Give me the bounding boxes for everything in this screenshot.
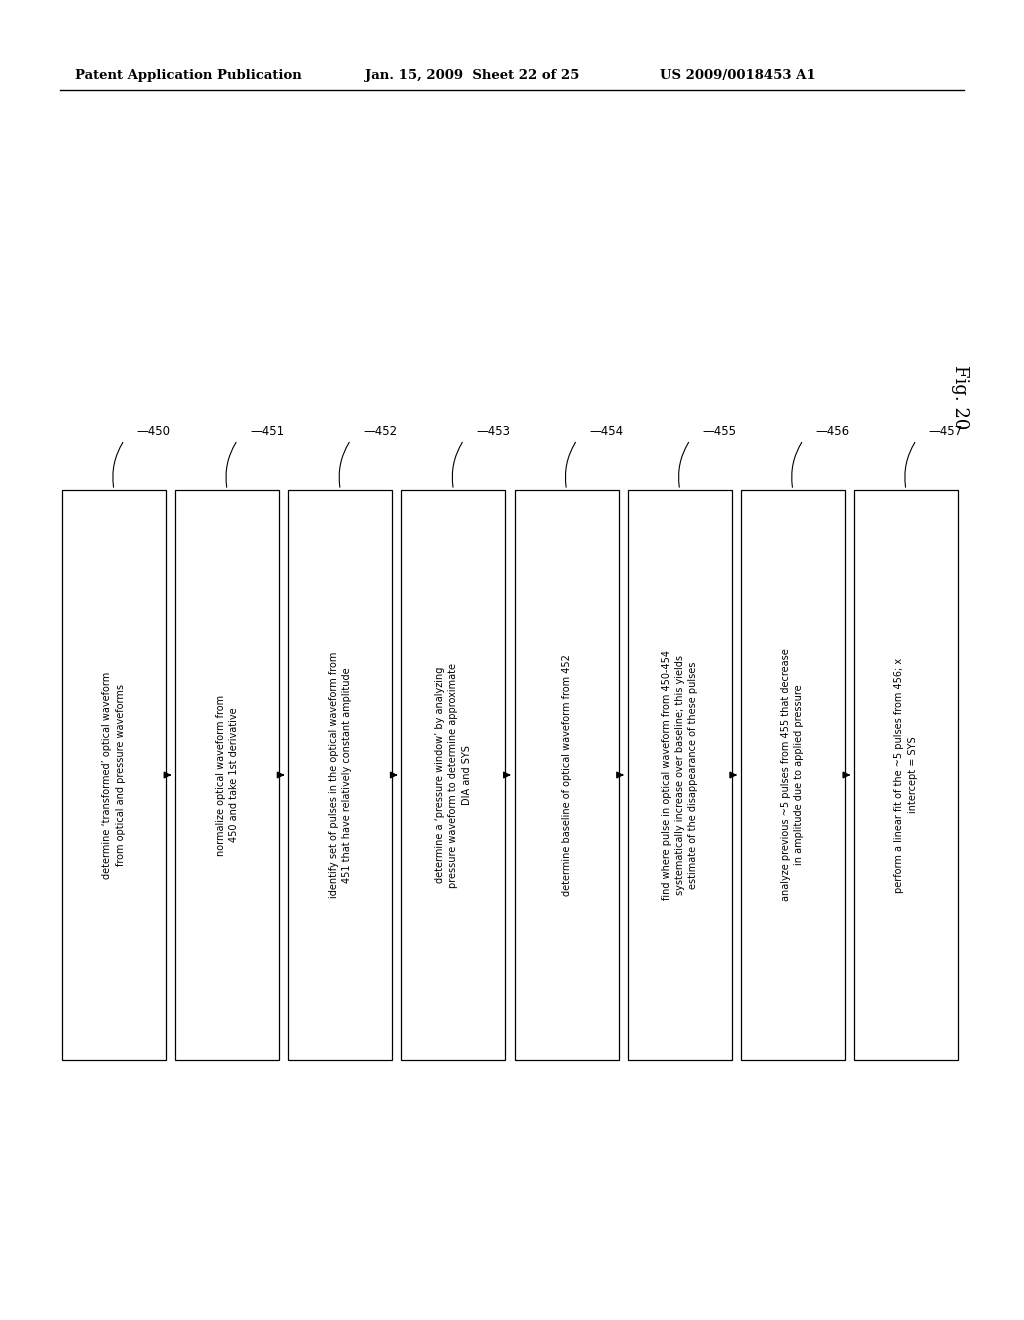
Bar xyxy=(289,490,392,1060)
Text: —455: —455 xyxy=(702,425,736,438)
Text: Fig. 20: Fig. 20 xyxy=(951,366,969,429)
Text: —450: —450 xyxy=(137,425,171,438)
Text: normalize optical waveform from
450 and take 1st derivative: normalize optical waveform from 450 and … xyxy=(215,694,239,855)
Bar xyxy=(175,490,280,1060)
Text: —453: —453 xyxy=(476,425,510,438)
Text: —451: —451 xyxy=(250,425,284,438)
Text: US 2009/0018453 A1: US 2009/0018453 A1 xyxy=(660,69,816,82)
Text: Patent Application Publication: Patent Application Publication xyxy=(75,69,302,82)
Text: analyze previous ~5 pulses from 455 that decrease
in amplitude due to applied pr: analyze previous ~5 pulses from 455 that… xyxy=(781,648,805,902)
Text: —452: —452 xyxy=(364,425,397,438)
Text: identify set of pulses in the optical waveform from
451 that have relatively con: identify set of pulses in the optical wa… xyxy=(329,652,352,898)
Text: determine ‘transformed’ optical waveform
from optical and pressure waveforms: determine ‘transformed’ optical waveform… xyxy=(102,672,126,879)
Text: —454: —454 xyxy=(590,425,624,438)
Text: perform a linear fit of the ~5 pulses from 456; x
intercept = SYS: perform a linear fit of the ~5 pulses fr… xyxy=(894,657,918,892)
Bar xyxy=(401,490,506,1060)
Bar xyxy=(740,490,845,1060)
Text: Jan. 15, 2009  Sheet 22 of 25: Jan. 15, 2009 Sheet 22 of 25 xyxy=(365,69,580,82)
Bar xyxy=(628,490,732,1060)
Text: determine a ‘pressure window’ by analyzing
pressure waveform to determine approx: determine a ‘pressure window’ by analyzi… xyxy=(435,663,472,887)
Text: find where pulse in optical waveform from 450-454
systematically increase over b: find where pulse in optical waveform fro… xyxy=(662,649,698,900)
Text: —457: —457 xyxy=(929,425,963,438)
Text: determine baseline of optical waveform from 452: determine baseline of optical waveform f… xyxy=(561,655,571,896)
Text: —456: —456 xyxy=(816,425,850,438)
Bar xyxy=(62,490,166,1060)
Bar xyxy=(854,490,958,1060)
Bar xyxy=(515,490,618,1060)
